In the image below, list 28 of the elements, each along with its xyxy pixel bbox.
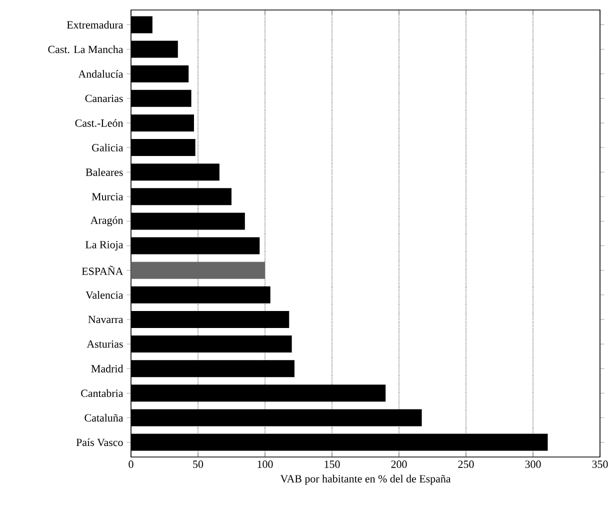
y-tick-label: Cantabria — [81, 389, 124, 398]
x-tick-label: 50 — [193, 460, 204, 468]
y-tick-label: ESPAÑA — [82, 266, 124, 275]
y-tick-label: Asturias — [86, 340, 123, 348]
y-tick-label: La Rioja — [86, 240, 124, 251]
x-tick-label: 150 — [324, 460, 340, 468]
y-tick-label: Madrid — [91, 364, 124, 372]
x-axis-title: VAB por habitante en % del de España — [280, 474, 451, 485]
x-tick-label: 250 — [458, 460, 474, 468]
y-tick-label: Cast. La Mancha — [48, 45, 124, 54]
y-tick-label: Extremadura — [66, 20, 124, 29]
x-tick-label: 100 — [258, 460, 273, 468]
y-tick-label: Baleares — [86, 168, 123, 176]
x-tick-label: 200 — [391, 460, 407, 468]
y-tick-label: Andalucía — [78, 70, 124, 78]
y-tick-label: Cast.-León — [75, 119, 124, 127]
y-tick-label: Cataluña — [84, 414, 124, 422]
bar — [131, 262, 265, 279]
x-tick-label: 0 — [128, 460, 134, 468]
y-tick-label: Aragón — [90, 216, 124, 226]
y-tick-label: Murcia — [92, 192, 124, 200]
y-tick-label: Canarias — [85, 94, 123, 102]
x-tick-label: 300 — [525, 460, 541, 468]
y-tick-label: Navarra — [88, 316, 124, 324]
x-tick-label: 350 — [592, 460, 608, 468]
y-tick-label: País Vasco — [76, 438, 123, 446]
y-tick-label: Galicia — [92, 144, 124, 152]
y-tick-label: Valencia — [86, 291, 124, 299]
